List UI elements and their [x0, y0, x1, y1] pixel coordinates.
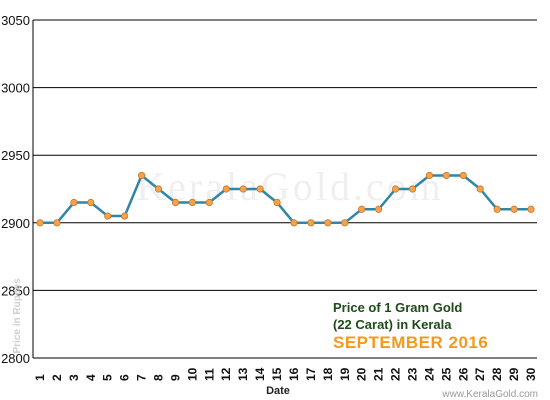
x-tick-label: 12 [219, 367, 233, 381]
y-tick-label: 2800 [1, 351, 30, 366]
price-point [154, 185, 163, 193]
price-point [137, 171, 146, 180]
price-point [425, 171, 434, 180]
price-point [324, 219, 332, 227]
price-point [188, 198, 196, 207]
x-tick-label: 25 [439, 367, 453, 381]
price-point [408, 185, 417, 193]
grid-layer [32, 19, 537, 359]
x-tick-label: 1 [33, 374, 47, 381]
chart-subtitle: SEPTEMBER 2016 [333, 333, 488, 352]
price-point [222, 185, 230, 193]
x-tick-label: 24 [422, 367, 436, 381]
price-point [273, 198, 281, 207]
y-tick-label: 3050 [1, 13, 30, 28]
x-tick-label: 5 [101, 374, 115, 381]
x-tick-label: 11 [202, 368, 216, 381]
footer-site-text: www.KeralaGold.com [441, 389, 538, 400]
x-tick-label: 18 [321, 367, 335, 381]
x-tick-label: 15 [270, 367, 284, 381]
price-point [459, 171, 467, 180]
price-point [36, 219, 44, 227]
x-tick-label: 21 [372, 367, 386, 381]
x-tick-label: 28 [490, 367, 504, 381]
chart-title-line2: (22 Carat) in Kerala [333, 317, 452, 332]
x-tick-label: 26 [456, 367, 470, 381]
y-axis-title: Price in Rupees [12, 278, 23, 353]
price-point [476, 185, 484, 193]
y-tick-labels: 2800 2850 2900 2950 3000 3050 [1, 13, 30, 366]
y-tick-label: 2900 [1, 216, 30, 231]
x-tick-label: 16 [287, 367, 301, 381]
x-tick-label: 17 [304, 367, 318, 381]
x-axis-title: Date [266, 385, 290, 397]
x-tick-labels: 1 2 3 4 5 6 7 8 9 10 11 12 13 14 15 16 17 18 19 20 21 22 23 24 2… [33, 367, 538, 381]
x-tick-label: 30 [524, 367, 538, 381]
x-tick-label: 29 [507, 367, 521, 381]
x-tick-label: 23 [405, 367, 419, 381]
x-tick-label: 14 [253, 367, 267, 381]
y-tick-label: 3000 [1, 81, 30, 96]
price-point [358, 205, 366, 213]
price-point [375, 205, 383, 213]
y-tick-label: 2950 [1, 148, 30, 163]
price-point [87, 198, 95, 207]
x-tick-label: 10 [185, 367, 199, 381]
x-tick-label: 20 [355, 367, 369, 381]
x-tick-label: 4 [84, 374, 98, 381]
price-point [70, 198, 78, 207]
price-point [510, 205, 518, 213]
chart-title-line1: Price of 1 Gram Gold [333, 300, 462, 315]
price-point [341, 219, 349, 227]
price-point [239, 185, 247, 193]
price-point [307, 219, 315, 227]
x-tick-label: 6 [118, 374, 132, 381]
x-tick-label: 7 [135, 374, 149, 381]
price-point [442, 171, 450, 180]
x-tick-label: 3 [67, 374, 81, 381]
price-point [205, 198, 213, 207]
x-tick-label: 19 [338, 367, 352, 381]
price-point [256, 185, 264, 193]
price-point [121, 212, 129, 220]
price-point [290, 219, 298, 227]
x-tick-label: 2 [50, 374, 64, 381]
x-tick-label: 8 [152, 374, 166, 381]
price-point [53, 219, 61, 227]
price-point [493, 205, 501, 213]
x-tick-label: 13 [236, 367, 250, 381]
x-tick-label: 22 [389, 367, 403, 381]
price-point [527, 205, 535, 213]
x-tick-label: 9 [168, 374, 182, 381]
series-layer [36, 171, 535, 227]
y-tick-label: 2850 [1, 283, 30, 298]
price-point [391, 185, 400, 193]
price-point [104, 212, 112, 220]
price-point [171, 198, 180, 207]
x-tick-label: 27 [473, 367, 487, 381]
